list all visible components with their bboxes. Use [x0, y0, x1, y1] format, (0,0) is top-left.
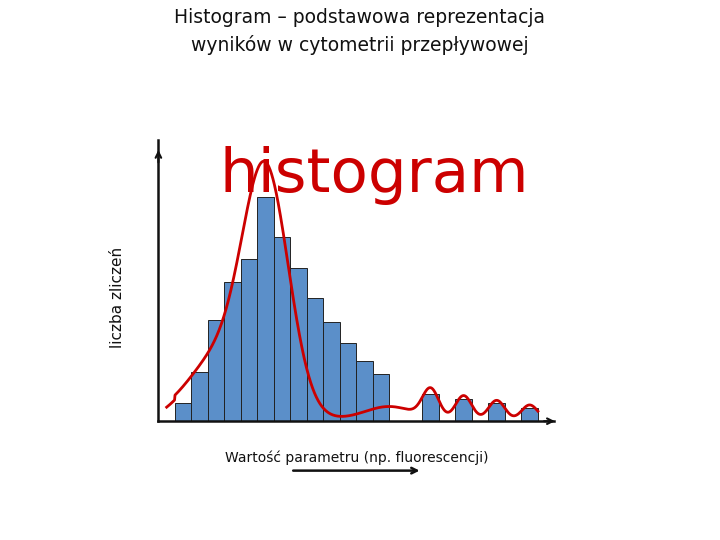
Text: liczba zliczeń: liczba zliczeń: [109, 247, 125, 348]
Bar: [290, 268, 307, 421]
Bar: [175, 403, 192, 421]
Text: histogram: histogram: [220, 146, 529, 205]
Bar: [455, 399, 472, 421]
Bar: [225, 282, 241, 421]
Text: Wartość parametru (np. fluorescencji): Wartość parametru (np. fluorescencji): [225, 450, 488, 465]
Bar: [258, 197, 274, 421]
Text: wyników w cytometrii przepływowej: wyników w cytometrii przepływowej: [192, 35, 528, 55]
Bar: [521, 408, 538, 421]
Bar: [488, 403, 505, 421]
Bar: [423, 394, 439, 421]
Bar: [208, 320, 225, 421]
Bar: [373, 374, 390, 421]
Bar: [356, 361, 373, 421]
Bar: [323, 322, 340, 421]
Text: Histogram – podstawowa reprezentacja: Histogram – podstawowa reprezentacja: [174, 8, 546, 27]
Bar: [192, 372, 208, 421]
Bar: [340, 342, 356, 421]
Bar: [241, 259, 258, 421]
Bar: [307, 298, 323, 421]
Bar: [274, 237, 290, 421]
